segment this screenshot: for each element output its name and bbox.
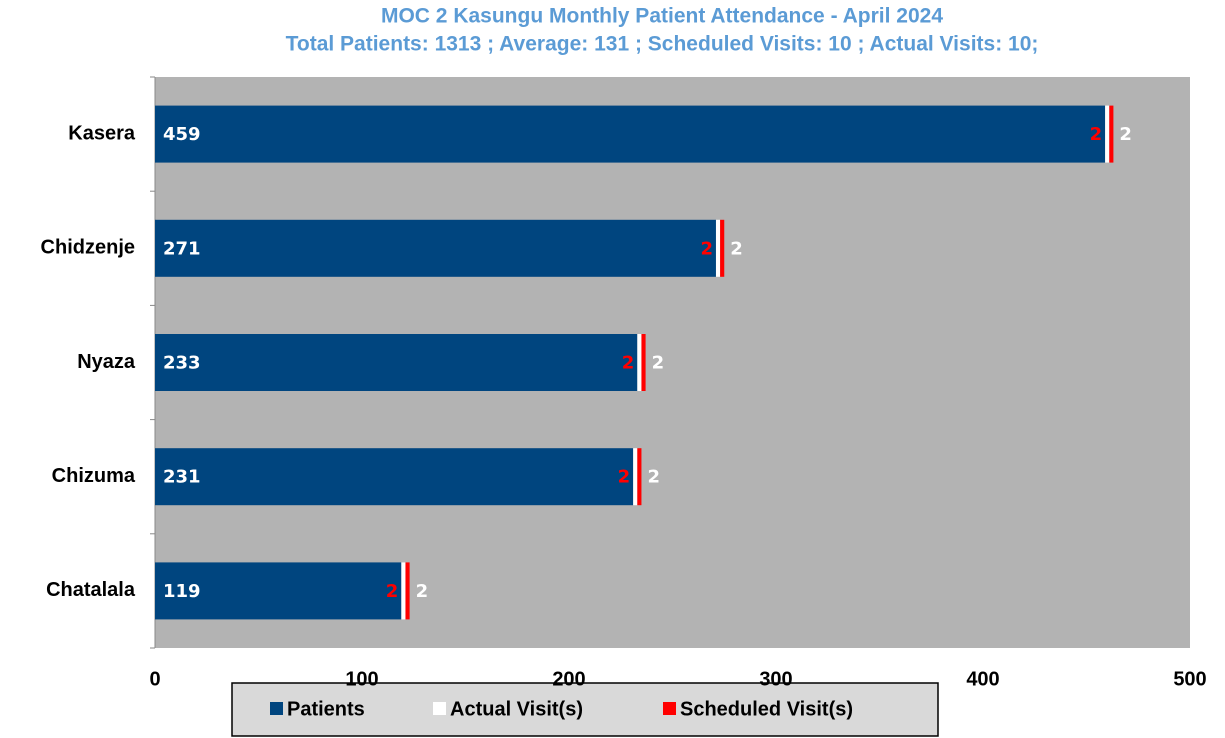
x-tick-label: 0 xyxy=(149,668,160,690)
bar-segment xyxy=(405,562,410,620)
bar-segment xyxy=(155,334,638,391)
data-label: 2 xyxy=(386,581,399,602)
data-label: 119 xyxy=(163,581,201,602)
data-label: 271 xyxy=(163,238,201,259)
chart-title: MOC 2 Kasungu Monthly Patient Attendance… xyxy=(381,5,943,28)
category-label: Kasera xyxy=(68,122,136,144)
category-label: Chatalala xyxy=(46,579,136,601)
chart-subtitle: Total Patients: 1313 ; Average: 131 ; Sc… xyxy=(286,33,1039,56)
bar-segment xyxy=(637,448,642,506)
data-label: 2 xyxy=(622,353,635,374)
bar-segment xyxy=(715,219,721,277)
x-tick-label: 200 xyxy=(552,668,585,690)
x-tick-label: 100 xyxy=(345,668,378,690)
data-label: 231 xyxy=(163,467,201,488)
data-label: 2 xyxy=(1090,124,1103,145)
bar-segment xyxy=(1105,105,1110,163)
legend-label: Actual Visit(s) xyxy=(450,698,583,720)
bar-segment xyxy=(155,219,716,277)
category-label: Nyaza xyxy=(77,351,136,373)
bar-segment xyxy=(155,562,402,620)
data-label: 459 xyxy=(163,124,201,145)
x-tick-label: 500 xyxy=(1173,668,1206,690)
legend-label: Patients xyxy=(287,698,365,720)
data-label: 233 xyxy=(163,353,201,374)
legend-box xyxy=(231,682,939,737)
bar-segment xyxy=(633,448,638,506)
data-label: 2 xyxy=(700,238,713,259)
data-label: 2 xyxy=(647,467,660,488)
legend-swatch xyxy=(663,702,676,715)
category-label: Chizuma xyxy=(52,465,136,487)
bar-segment xyxy=(641,334,646,391)
category-label: Chidzenje xyxy=(41,237,135,259)
data-label: 2 xyxy=(730,238,743,259)
bar-segment xyxy=(155,105,1106,163)
x-tick-label: 400 xyxy=(966,668,999,690)
legend-swatch xyxy=(270,702,283,715)
x-tick-label: 300 xyxy=(759,668,792,690)
bar-segment xyxy=(1109,105,1114,163)
bar-segment xyxy=(155,448,634,506)
bar-segment xyxy=(720,219,725,277)
bar-segment xyxy=(637,334,642,391)
bar-segment xyxy=(401,562,406,620)
data-label: 2 xyxy=(618,467,631,488)
legend-swatch xyxy=(433,702,446,715)
legend-label: Scheduled Visit(s) xyxy=(680,698,853,720)
data-label: 2 xyxy=(652,353,665,374)
data-label: 2 xyxy=(416,581,429,602)
data-label: 2 xyxy=(1119,124,1132,145)
